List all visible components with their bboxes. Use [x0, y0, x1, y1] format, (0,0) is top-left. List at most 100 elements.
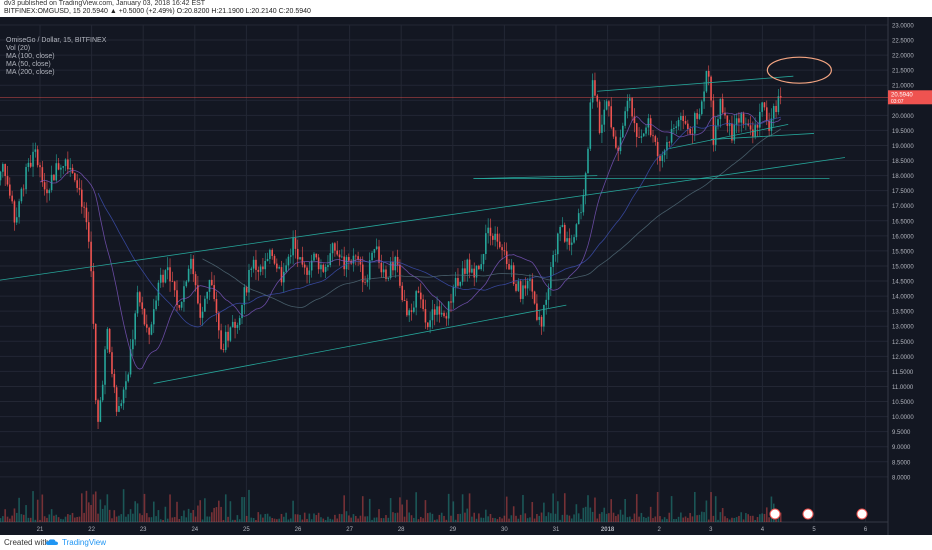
volume-bar [192, 509, 195, 522]
volume-bar [403, 516, 406, 522]
volume-bar [164, 506, 167, 522]
candle-body [132, 339, 134, 350]
x-tick-label: 31 [553, 527, 560, 533]
volume-bar [433, 519, 436, 522]
legend-item-ma200: MA (200, close) [6, 69, 55, 76]
candle-body [594, 80, 596, 96]
candle-body [385, 269, 387, 279]
candle-body [245, 287, 248, 293]
x-tick-label: 2 [658, 527, 662, 533]
legend-item-vol: Vol (20) [6, 45, 31, 52]
trendline-mid-support-1[interactable] [669, 124, 789, 149]
candle-body [320, 264, 322, 270]
candle-body [485, 233, 487, 254]
earnings-flag-icon[interactable] [769, 508, 781, 520]
volume-bar [308, 513, 311, 522]
candle-body [176, 290, 178, 305]
volume-bar [668, 512, 671, 522]
volume-bar [424, 500, 427, 522]
x-tick-label: 24 [191, 527, 198, 533]
volume-bar [25, 505, 27, 522]
candle-body [294, 237, 297, 249]
volume-bar [371, 519, 373, 522]
price-chart[interactable]: 23.000022.500022.000021.500021.000020.50… [0, 17, 932, 535]
volume-bar [341, 514, 343, 522]
candle-body [327, 265, 329, 267]
candle-body [308, 270, 311, 275]
y-tick-label: 21.5000 [892, 69, 914, 75]
trendline-lower-channel[interactable] [153, 304, 567, 384]
last-price-countdown: 03:07 [891, 99, 904, 105]
candle-body [740, 113, 743, 123]
volume-bar [285, 512, 287, 522]
volume-bar [728, 519, 731, 522]
volume-bar [394, 513, 397, 522]
volume-bar [287, 519, 290, 522]
volume-bar [710, 492, 712, 522]
candle-body [55, 163, 58, 181]
volume-bar [317, 512, 320, 522]
volume-bar [134, 501, 137, 522]
candle-body [673, 127, 675, 129]
legend-title: OmiseGo / Dollar, 15, BITFINEX [6, 37, 107, 44]
candle-body [0, 171, 2, 181]
volume-bar [392, 512, 394, 522]
volume-bar [34, 519, 37, 522]
volume-bar [257, 512, 260, 522]
trendline-upper-channel[interactable] [597, 75, 794, 92]
volume-bar [770, 496, 773, 522]
candle-body [628, 98, 631, 101]
candle-body [719, 98, 722, 120]
y-tick-label: 17.5000 [892, 189, 914, 195]
trendline-long-support[interactable] [0, 157, 846, 281]
candle-body [563, 224, 566, 242]
volume-bar [680, 512, 682, 522]
candle-body [431, 309, 434, 321]
candle-body [194, 274, 197, 286]
us-flag-icon[interactable] [802, 508, 814, 520]
volume-bar [129, 509, 132, 522]
chart-area[interactable]: 23.000022.500022.000021.500021.000020.50… [0, 17, 932, 535]
candle-body [619, 137, 622, 152]
candle-body [591, 80, 594, 103]
volume-bar [552, 493, 554, 522]
annotation-ellipse[interactable] [766, 56, 832, 84]
x-tick-label: 30 [501, 527, 508, 533]
candle-body [638, 136, 640, 138]
candle-body [315, 253, 318, 258]
candle-body [11, 195, 13, 202]
candle-body [505, 251, 508, 265]
candle-body [317, 257, 320, 270]
trendline-mid-support-2[interactable] [710, 133, 815, 140]
trendline-breakout-line[interactable] [473, 175, 598, 180]
candle-body [101, 384, 104, 401]
volume-bar [703, 512, 705, 522]
symbol-bar: BITFINEX:OMGUSD, 15 20.5940 ▲ +0.5000 (+… [0, 8, 932, 17]
candle-body [264, 260, 267, 270]
y-tick-label: 14.0000 [892, 295, 914, 301]
us-flag-icon[interactable] [856, 508, 868, 520]
volume-bar [689, 512, 691, 522]
volume-bar [252, 518, 255, 522]
volume-bar [213, 507, 215, 522]
y-tick-label: 15.5000 [892, 249, 914, 255]
candle-body [480, 264, 482, 270]
candle-body [169, 267, 171, 282]
candle-body [382, 269, 385, 273]
volume-bar [471, 516, 473, 522]
candle-body [550, 267, 552, 289]
candle-body [759, 111, 761, 128]
volume-bar [155, 516, 157, 522]
volume-bar [13, 508, 16, 522]
volume-bar [536, 513, 538, 522]
candle-body [380, 262, 383, 273]
candle-body [222, 349, 225, 350]
volume-bar [675, 518, 678, 522]
candle-body [589, 102, 592, 149]
y-tick-label: 10.0000 [892, 415, 914, 421]
tradingview-brand[interactable]: TradingView [62, 538, 107, 547]
candle-body [111, 352, 113, 374]
volume-bar [654, 516, 657, 522]
volume-bar [779, 512, 782, 522]
volume-bar [485, 509, 487, 522]
